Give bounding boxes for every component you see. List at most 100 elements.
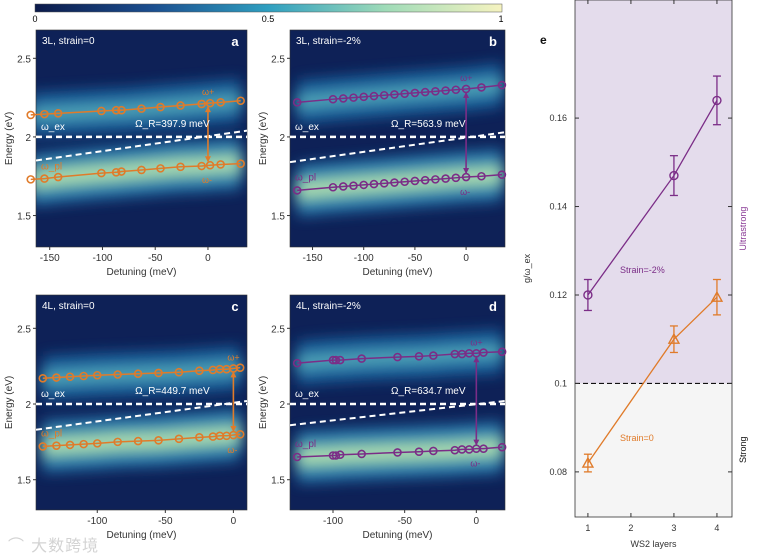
lower-polariton-point <box>420 175 430 185</box>
strong-label: Strong <box>738 437 748 464</box>
x-tick-label: -150 <box>40 253 60 264</box>
upper-polariton-point <box>205 98 215 108</box>
lower-polariton-point <box>429 446 438 456</box>
y-tick-label: 2.5 <box>17 54 31 65</box>
upper-polariton-point <box>216 98 225 107</box>
y-tick-label: 0.1 <box>554 378 567 388</box>
x-tick-label: 0 <box>474 516 480 527</box>
upper-polariton-line <box>30 100 241 116</box>
upper-polariton-point <box>431 87 440 96</box>
y-axis-label: Energy (eV) <box>4 376 15 429</box>
lower-polariton-label: ω- <box>470 459 480 469</box>
plot-frame <box>289 294 506 511</box>
upper-polariton-label: ω+ <box>470 337 482 347</box>
y-tick-label: 2 <box>279 400 285 411</box>
data-point-triangle <box>667 332 681 344</box>
lower-polariton-point <box>410 176 420 186</box>
lower-polariton-point <box>195 433 204 442</box>
upper-polariton-point <box>40 109 49 119</box>
lower-polariton-point <box>111 168 121 177</box>
y-tick-label: 2 <box>279 133 285 144</box>
plot-frame <box>289 29 506 248</box>
upper-polariton-point <box>410 88 420 98</box>
upper-polariton-point <box>379 90 389 100</box>
lower-polariton-point <box>197 161 206 171</box>
lower-polariton-point <box>497 442 507 452</box>
panel-title: 3L, strain=-2% <box>296 36 361 47</box>
heatmap <box>36 295 247 510</box>
rabi-splitting-label: Ω_R=563.9 meV <box>391 119 466 130</box>
x-tick-label: -100 <box>323 516 343 527</box>
panel-letter: e <box>540 33 547 47</box>
lower-polariton-point <box>52 441 61 450</box>
lower-polariton-point <box>176 162 185 172</box>
panel-a: 3L, strain=0 a Ω_R=397.9 meV ω_ex ω_pl ω+ ω- -1… <box>4 29 248 278</box>
upper-polariton-point <box>420 87 430 97</box>
lower-polariton-point <box>292 186 302 195</box>
lower-polariton-point <box>359 180 369 190</box>
photon-label: ω_pl <box>41 161 62 172</box>
upper-polariton-point <box>390 90 399 99</box>
photon-label: ω_pl <box>295 172 316 183</box>
lower-polariton-point <box>379 179 389 188</box>
upper-polariton-point <box>117 105 126 115</box>
data-point-triangle <box>710 290 724 302</box>
lower-polariton-point <box>236 159 245 168</box>
upper-polariton-point <box>65 372 75 382</box>
lower-polariton-label: ω- <box>227 445 237 455</box>
y-axis-label: Energy (eV) <box>4 112 15 165</box>
rabi-splitting-label: Ω_R=397.9 meV <box>135 119 210 130</box>
upper-polariton-point <box>479 348 488 357</box>
x-tick-label: 4 <box>714 523 719 533</box>
upper-polariton-point <box>113 370 122 379</box>
heatmap <box>290 30 505 247</box>
upper-polariton-point <box>335 355 345 365</box>
lower-polariton-point <box>431 175 440 184</box>
x-tick-label: -100 <box>92 253 112 264</box>
lower-polariton-point <box>331 451 341 460</box>
lower-polariton-label: ω- <box>460 187 470 197</box>
lower-polariton-line <box>30 162 241 181</box>
panel-title: 4L, strain=-2% <box>296 301 361 312</box>
panel-letter: a <box>231 34 239 49</box>
y-tick-label: 0.12 <box>549 290 567 300</box>
x-tick-label: -50 <box>158 516 173 527</box>
upper-polariton-point <box>97 106 106 116</box>
arrow-head-up-icon <box>473 356 480 363</box>
upper-polariton-point <box>53 109 63 118</box>
photon-line <box>290 399 505 427</box>
upper-polariton-point <box>156 102 165 112</box>
y-tick-label: 0.16 <box>549 113 567 123</box>
upper-polariton-point <box>174 367 184 377</box>
upper-polariton-point <box>137 104 146 113</box>
y-axis-label: g/ω_ex <box>522 253 532 283</box>
y-tick-label: 0.14 <box>549 202 567 212</box>
x-tick-label: 0 <box>231 516 237 527</box>
upper-polariton-point <box>331 355 341 365</box>
y-tick-label: 1.5 <box>17 476 31 487</box>
lower-polariton-line <box>42 433 241 448</box>
photon-line <box>36 129 247 162</box>
upper-polariton-point <box>292 358 302 368</box>
lower-polariton-label: ω- <box>202 175 212 185</box>
colorbar-label-min: 0 <box>32 14 37 24</box>
lower-polariton-point <box>65 440 75 450</box>
lower-polariton-point <box>133 436 143 446</box>
photon-label: ω_pl <box>41 428 62 439</box>
data-point-triangle <box>581 456 595 468</box>
upper-polariton-point <box>429 351 438 360</box>
x-tick-label: -50 <box>397 516 412 527</box>
lower-polariton-point <box>477 171 486 181</box>
upper-polariton-point <box>349 93 358 102</box>
upper-polariton-point <box>441 86 450 95</box>
x-tick-label: 1 <box>585 523 590 533</box>
x-axis-label: Detuning (meV) <box>106 530 176 541</box>
colorbar-label-max: 1 <box>498 14 503 24</box>
y-tick-label: 2 <box>25 133 31 144</box>
heatmap-background <box>36 295 247 510</box>
lower-polariton-point <box>154 436 163 445</box>
lower-polariton-point <box>441 174 450 183</box>
lower-polariton-point <box>335 450 345 460</box>
upper-polariton-point <box>393 352 402 362</box>
